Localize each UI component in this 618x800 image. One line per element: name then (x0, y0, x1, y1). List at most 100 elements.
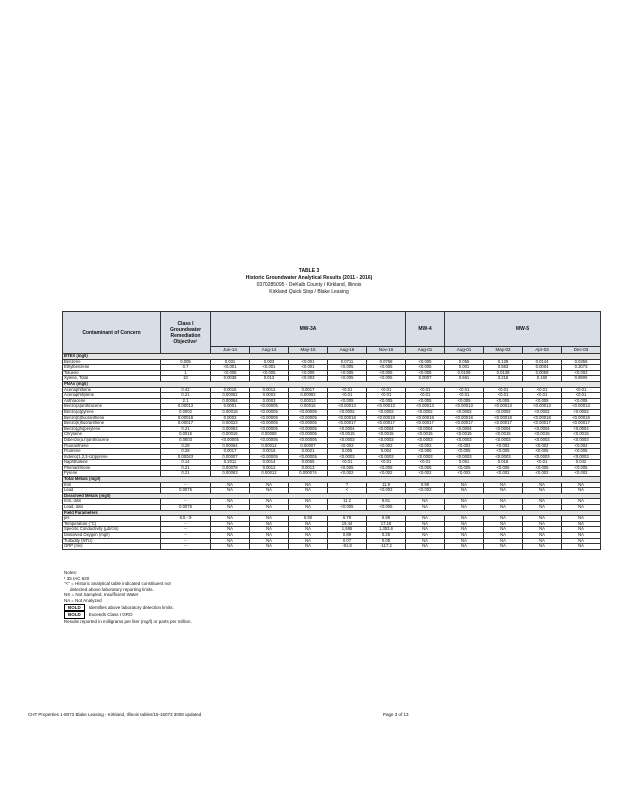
data-row: Benzo(a)pyrene 0.0002 0.00016 <0.00005 <0.00… (62, 408, 602, 416)
data-row: Naphthalene 0.14 0.2011 0.0014 0.0055 <0.01 <0… (62, 459, 602, 466)
legend-key: BOLD (64, 611, 85, 619)
result: NA (210, 543, 250, 550)
data-row: Pyrene 0.21 0.00063 0.00012 0.000074 <0.002 <0… (62, 470, 602, 478)
result: NA (560, 481, 602, 489)
section-row: Total Metals (mg/l) (61, 476, 602, 483)
result: NA (560, 543, 602, 550)
sample-date: Aug-14 (249, 346, 289, 354)
result: <0.002 (560, 369, 602, 377)
result: NA (560, 487, 602, 494)
data-row: Toluene 1 <0.005 <0.005 <0.005 <0.005 <0.005 <0… (62, 369, 602, 377)
note-text: "<" = Historic analytical table indicate… (64, 581, 171, 587)
result: <0.005 (560, 448, 602, 455)
result: NA (405, 543, 445, 550)
note: ¹ 35 IAC 620 (64, 576, 192, 582)
well-name: MW-3A (210, 311, 406, 347)
data-row: Benzo(k)fluoranthene 0.00017 0.00023 <0.000… (62, 420, 602, 427)
result: <0.00018 (560, 414, 602, 422)
result: NA (560, 504, 602, 511)
result: <0.0015 (560, 431, 602, 438)
data-row: Benzene 0.005 0.031 0.003 <0.001 0.0711 0.0768… (62, 358, 602, 366)
notes: Notes: ¹ 35 IAC 620 "<" = Historic analyti… (64, 570, 192, 624)
result: 0.0356 (560, 358, 602, 366)
data-row: Xylene, Total 10 0.0036 0.013 <0.003 <0.005 <0… (62, 375, 602, 382)
results-table: Contaminant of Concern Class I Groundwate… (61, 311, 602, 550)
data-row: Anthracene 2.1 0.00084 0.0003 0.00013 <0.005 <… (62, 397, 602, 405)
result: NA (249, 543, 289, 550)
result: 0.9906 (560, 375, 602, 382)
note-text: detected above laboratory reporting limi… (70, 586, 154, 592)
result: <0.002 (560, 442, 602, 450)
sample-date: May-15 (288, 346, 328, 354)
note: BOLD Identifies above laboratory detectio… (64, 603, 192, 612)
sample-date: Apr-03 (522, 346, 562, 354)
section-row: BTEX (mg/l) (61, 353, 602, 360)
result: 0.3073 (560, 364, 602, 371)
note: detected above laboratory reporting limi… (64, 587, 192, 593)
data-row: Fluorene 0.28 0.0017 0.0016 0.0021 0.005 0.004… (62, 448, 602, 455)
legend-key: BOLD (64, 603, 85, 612)
title: TABLE 3 (298, 268, 320, 274)
section-label: BTEX (mg/l) (61, 353, 602, 360)
result: NA (560, 498, 602, 505)
well-name: MW-4 (405, 311, 445, 347)
section-label: PNAs (mg/l) (61, 381, 602, 388)
header-row: Contaminant of Concern Class I Groundwate… (62, 311, 602, 354)
note: NS = Not Sampled, Insufficient Water (64, 592, 192, 598)
sample-date: Aug-01 (405, 346, 445, 354)
section-label: Dissolved Metals (mg/l) (61, 492, 602, 500)
sample-date: Jun-14 (210, 346, 250, 354)
contaminant: ORP (mv) (62, 543, 161, 550)
result: NA (444, 543, 484, 550)
sample-date: May-02 (483, 346, 523, 354)
data-row: Phenanthrene 0.21 0.00078 0.0012 0.0013 <0.00… (62, 464, 602, 472)
result: <0.0004 (560, 425, 602, 433)
section-row: Dissolved Metals (mg/l) (61, 492, 602, 500)
sample-date: Nov-16 (366, 346, 406, 354)
data-row: Iron, diss -- NA NA NA 11.2 9.61 NA NA NA NA NA (62, 498, 602, 505)
result: 0.042 (560, 459, 602, 466)
result: <0.00017 (560, 420, 602, 427)
result: <0.01 (560, 392, 602, 399)
sample-date: Aug-01 (444, 346, 484, 354)
result: <0.0002 (560, 408, 602, 416)
result: NA (288, 543, 328, 550)
result: <0.0003 (560, 453, 602, 461)
note-text: Results reported in milligrams per liter… (64, 618, 192, 624)
page-number: Page 3 of 13 (383, 712, 409, 717)
data-row: Dibenzo(a,h)anthracene 0.0003 <0.00005 <0.0… (62, 436, 602, 444)
result: <0.002 (560, 470, 602, 478)
result: <0.0003 (560, 436, 602, 444)
column-header: Contaminant of Concern (62, 311, 161, 354)
result: <0.005 (560, 464, 602, 472)
section-row: PNAs (mg/l) (61, 381, 602, 388)
objective: -- (160, 543, 211, 550)
data-row: ORP (mv) -- NA NA NA -81.8 -117.2 NA NA NA NA NA (62, 543, 602, 550)
data-row: Benzo(ghi)perylene 0.21 0.00063 <0.00005 <0.… (62, 425, 602, 433)
section-label: Total Metals (mg/l) (61, 476, 602, 483)
footer-left: CHT Properties 1-8073 Blake Leasing - Ki… (28, 712, 202, 717)
result: NA (522, 543, 562, 550)
data-row: Dissolved Oxygen (mg/l) -- NA NA NA 0.89 0.25 N… (62, 532, 602, 539)
data-row: Fluoranthene 0.28 0.00064 0.00012 0.00007 <0.… (62, 442, 602, 450)
site-id: 0370285095 - DeKalb County / Kirkland, I… (256, 282, 362, 288)
result: NA (483, 543, 523, 550)
subtitle: Historic Groundwater Analytical Results … (245, 275, 373, 281)
site-name: Kirkland Quick Stop / Blake Leasing (269, 289, 349, 295)
result: -81.8 (327, 543, 367, 550)
note-text: Identifies above laboratory detection li… (88, 604, 174, 610)
date-row: Jun-14 Aug-14 May-15 Aug-16 Nov-16 Aug-01 Aug-… (63, 346, 602, 354)
note-text: Exceeds Class I GRO (88, 612, 133, 618)
result: <0.005 (560, 397, 602, 405)
data-row: Lead 0.0075 NA NA NA < <0.002 <0.002 NA NA NA NA (62, 487, 602, 494)
column-header: Class I Groundwater Remediation Objectiv… (160, 311, 211, 354)
notes-heading: Notes: (64, 570, 78, 575)
note-text: NS = Not Sampled, Insufficient Water (64, 592, 139, 598)
note: Results reported in milligrams per liter… (64, 619, 192, 625)
data-row: Ethylbenzene 0.7 <0.001 <0.001 <0.001 <0.005 <… (62, 364, 602, 371)
well-name: MW-5 (443, 311, 602, 347)
data-row: Acenaphthylene 0.21 0.00052 0.0003 0.00092 <0… (62, 392, 602, 399)
footer: CHT Properties 1-8073 Blake Leasing - Ki… (28, 712, 598, 717)
note: NA = Not Analyzed (64, 598, 192, 604)
sample-date: Dec-03 (560, 346, 602, 354)
